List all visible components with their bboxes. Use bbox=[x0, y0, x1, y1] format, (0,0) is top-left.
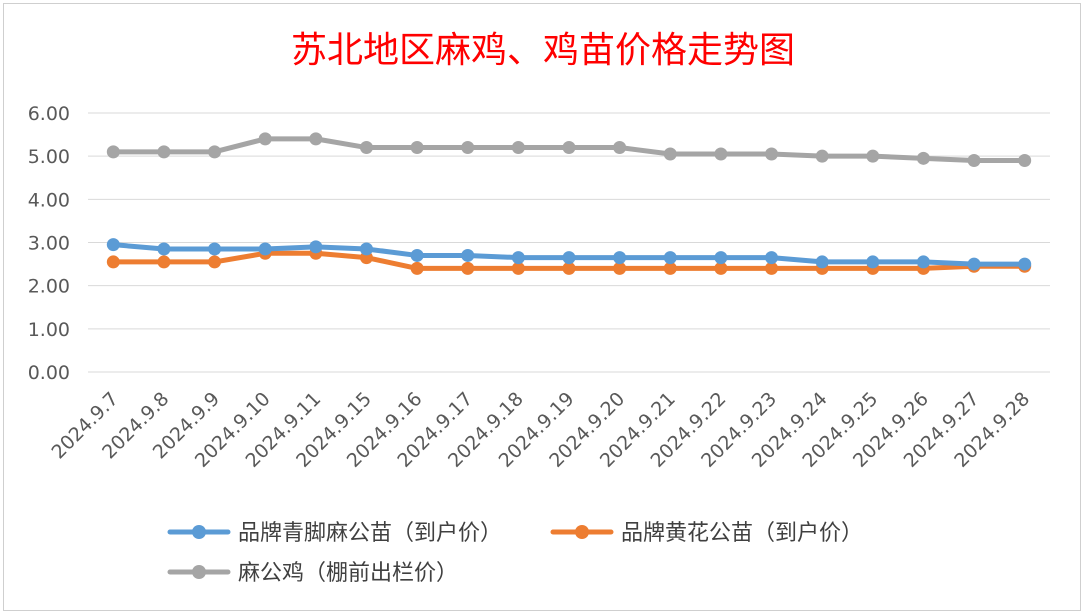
data-point bbox=[765, 261, 779, 275]
data-point bbox=[258, 242, 272, 256]
chart-area bbox=[3, 3, 1081, 611]
y-tick-label: 1.00 bbox=[28, 319, 70, 341]
legend-marker bbox=[575, 525, 589, 539]
data-point bbox=[359, 141, 373, 155]
data-point bbox=[765, 251, 779, 265]
data-point bbox=[461, 141, 475, 155]
y-tick-label: 4.00 bbox=[28, 189, 70, 211]
series-line bbox=[106, 132, 1032, 167]
data-point bbox=[410, 248, 424, 262]
data-point bbox=[663, 261, 677, 275]
data-point bbox=[511, 261, 525, 275]
data-point bbox=[1018, 257, 1032, 271]
data-point bbox=[815, 255, 829, 269]
data-point bbox=[562, 141, 576, 155]
chart-title: 苏北地区麻鸡、鸡苗价格走势图 bbox=[291, 30, 795, 71]
y-tick-label: 6.00 bbox=[28, 103, 70, 125]
data-point bbox=[866, 255, 880, 269]
y-axis-tick-labels: 0.00 1.00 2.00 3.00 4.00 5.00 6.00 bbox=[28, 103, 70, 384]
data-point bbox=[714, 261, 728, 275]
legend-label: 品牌黄花公苗（到户价） bbox=[621, 521, 863, 546]
data-point bbox=[765, 147, 779, 161]
data-point bbox=[613, 261, 627, 275]
legend-marker bbox=[192, 525, 206, 539]
data-point bbox=[157, 145, 171, 159]
legend-label: 麻公鸡（棚前出栏价） bbox=[238, 561, 458, 586]
data-point bbox=[309, 240, 323, 254]
data-point bbox=[208, 242, 222, 256]
data-point bbox=[461, 261, 475, 275]
data-point bbox=[208, 145, 222, 159]
data-point bbox=[410, 261, 424, 275]
y-tick-label: 5.00 bbox=[28, 146, 70, 168]
legend-marker bbox=[192, 565, 206, 579]
data-point bbox=[157, 242, 171, 256]
data-point bbox=[562, 251, 576, 265]
data-point bbox=[511, 141, 525, 155]
series-line bbox=[106, 238, 1032, 271]
data-point bbox=[866, 149, 880, 163]
data-point bbox=[258, 132, 272, 146]
y-tick-label: 2.00 bbox=[28, 276, 70, 298]
data-point bbox=[916, 151, 930, 165]
data-point bbox=[309, 132, 323, 146]
x-axis-tick-labels: 2024.9.72024.9.82024.9.92024.9.102024.9.… bbox=[47, 388, 1034, 472]
data-point bbox=[359, 242, 373, 256]
data-point bbox=[714, 147, 728, 161]
legend-entry: 品牌青脚麻公苗（到户价） bbox=[167, 521, 502, 546]
data-point bbox=[106, 238, 120, 252]
data-point bbox=[714, 251, 728, 265]
data-point bbox=[916, 255, 930, 269]
data-point bbox=[1018, 153, 1032, 167]
legend-entry: 麻公鸡（棚前出栏价） bbox=[167, 561, 458, 586]
data-point bbox=[663, 251, 677, 265]
data-point bbox=[967, 257, 981, 271]
data-point bbox=[208, 255, 222, 269]
y-tick-label: 3.00 bbox=[28, 233, 70, 255]
data-point bbox=[410, 141, 424, 155]
legend-label: 品牌青脚麻公苗（到户价） bbox=[238, 521, 502, 546]
data-point bbox=[613, 141, 627, 155]
data-point bbox=[461, 248, 475, 262]
data-point bbox=[967, 153, 981, 167]
legend: 品牌青脚麻公苗（到户价） 品牌黄花公苗（到户价） 麻公鸡（棚前出栏价） bbox=[167, 521, 863, 586]
data-point bbox=[157, 255, 171, 269]
data-point bbox=[511, 251, 525, 265]
series-group bbox=[106, 132, 1032, 275]
data-point bbox=[106, 255, 120, 269]
legend-entry: 品牌黄花公苗（到户价） bbox=[550, 521, 863, 546]
y-tick-label: 0.00 bbox=[28, 362, 70, 384]
data-point bbox=[562, 261, 576, 275]
data-point bbox=[815, 149, 829, 163]
data-point bbox=[663, 147, 677, 161]
data-point bbox=[106, 145, 120, 159]
data-point bbox=[613, 251, 627, 265]
